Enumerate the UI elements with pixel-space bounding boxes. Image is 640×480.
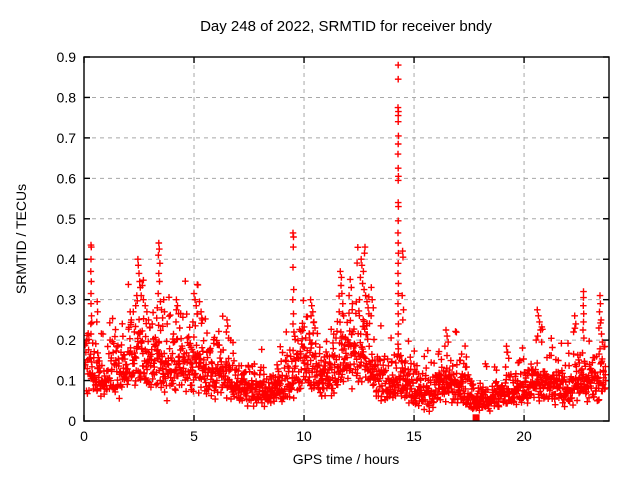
y-tick-label: 0.1 [57,373,77,389]
y-tick-label: 0.5 [57,211,77,227]
x-tick-label: 20 [516,428,532,444]
x-axis-label: GPS time / hours [293,451,400,467]
flagged-point-marker [472,414,480,422]
x-tick-labels: 0 5 10 15 20 [80,428,532,444]
scatter-points [84,61,609,415]
y-tick-label: 0.4 [57,251,77,267]
plot-frame [83,56,610,422]
y-tick-label: 0.9 [57,49,77,65]
chart-title: Day 248 of 2022, SRMTID for receiver bnd… [200,18,492,35]
y-tick-labels: 0 0.1 0.2 0.3 0.4 0.5 0.6 0.7 0.8 0.9 [57,49,77,429]
y-tick-label: 0 [68,413,76,429]
y-tick-label: 0.6 [57,170,77,186]
x-tick-label: 10 [296,428,312,444]
x-tick-label: 15 [406,428,422,444]
y-tick-label: 0.8 [57,89,77,105]
y-axis-label: SRMTID / TECUs [13,184,29,294]
x-tick-label: 5 [190,428,198,444]
y-tick-label: 0.7 [57,130,77,146]
y-tick-label: 0.3 [57,292,77,308]
y-tick-label: 0.2 [57,332,77,348]
x-tick-label: 0 [80,428,88,444]
